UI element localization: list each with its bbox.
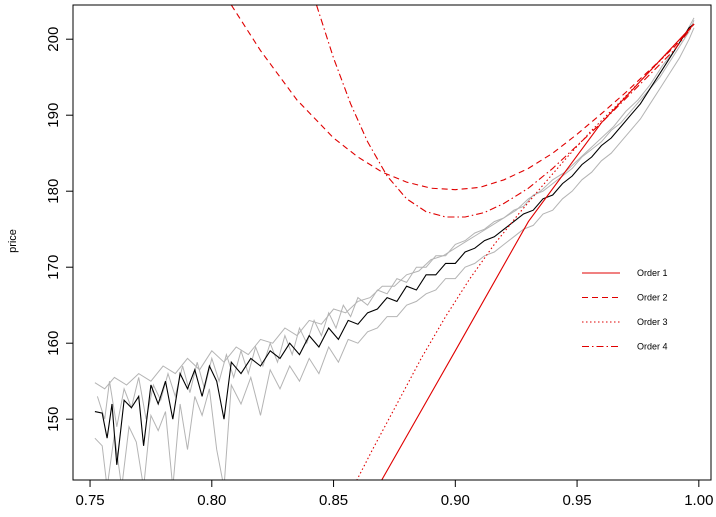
- y-tick-label: 160: [45, 331, 62, 356]
- approx-line-order-2: [230, 5, 695, 191]
- approximation-series: [230, 5, 695, 480]
- x-tick-label: 0.95: [562, 492, 591, 509]
- x-tick-label: 0.75: [75, 492, 104, 509]
- plot-frame: [72, 4, 712, 481]
- legend: Order 1 Order 2 Order 3 Order 4: [582, 268, 668, 352]
- legend-label-order-4: Order 4: [637, 342, 668, 352]
- y-tick-label: 190: [45, 103, 62, 128]
- price-line-main: [94, 23, 695, 465]
- x-tick-label: 0.80: [197, 492, 226, 509]
- x-tick-label: 0.90: [441, 492, 470, 509]
- y-axis: 150 160 170 180 190 200: [45, 27, 73, 432]
- price-main-series: [94, 23, 695, 465]
- x-tick-label: 1.00: [684, 492, 713, 509]
- x-axis: 0.75 0.80 0.85 0.90 0.95 1.00: [75, 480, 713, 509]
- price-line-wild-band: [96, 20, 695, 427]
- y-tick-label: 200: [45, 27, 62, 52]
- y-tick-label: 180: [45, 179, 62, 204]
- price-line-upper-band: [94, 17, 695, 390]
- x-tick-label: 0.85: [319, 492, 348, 509]
- approx-line-order-3: [356, 23, 695, 480]
- legend-label-order-2: Order 2: [637, 293, 668, 303]
- y-tick-label: 150: [45, 407, 62, 432]
- price-line-lower-band: [94, 27, 695, 480]
- price-band-series: [94, 17, 695, 480]
- y-tick-label: 170: [45, 255, 62, 280]
- approx-line-order-4: [315, 5, 695, 218]
- legend-label-order-1: Order 1: [637, 268, 668, 278]
- y-axis-label: price: [7, 229, 19, 253]
- legend-label-order-3: Order 3: [637, 317, 668, 327]
